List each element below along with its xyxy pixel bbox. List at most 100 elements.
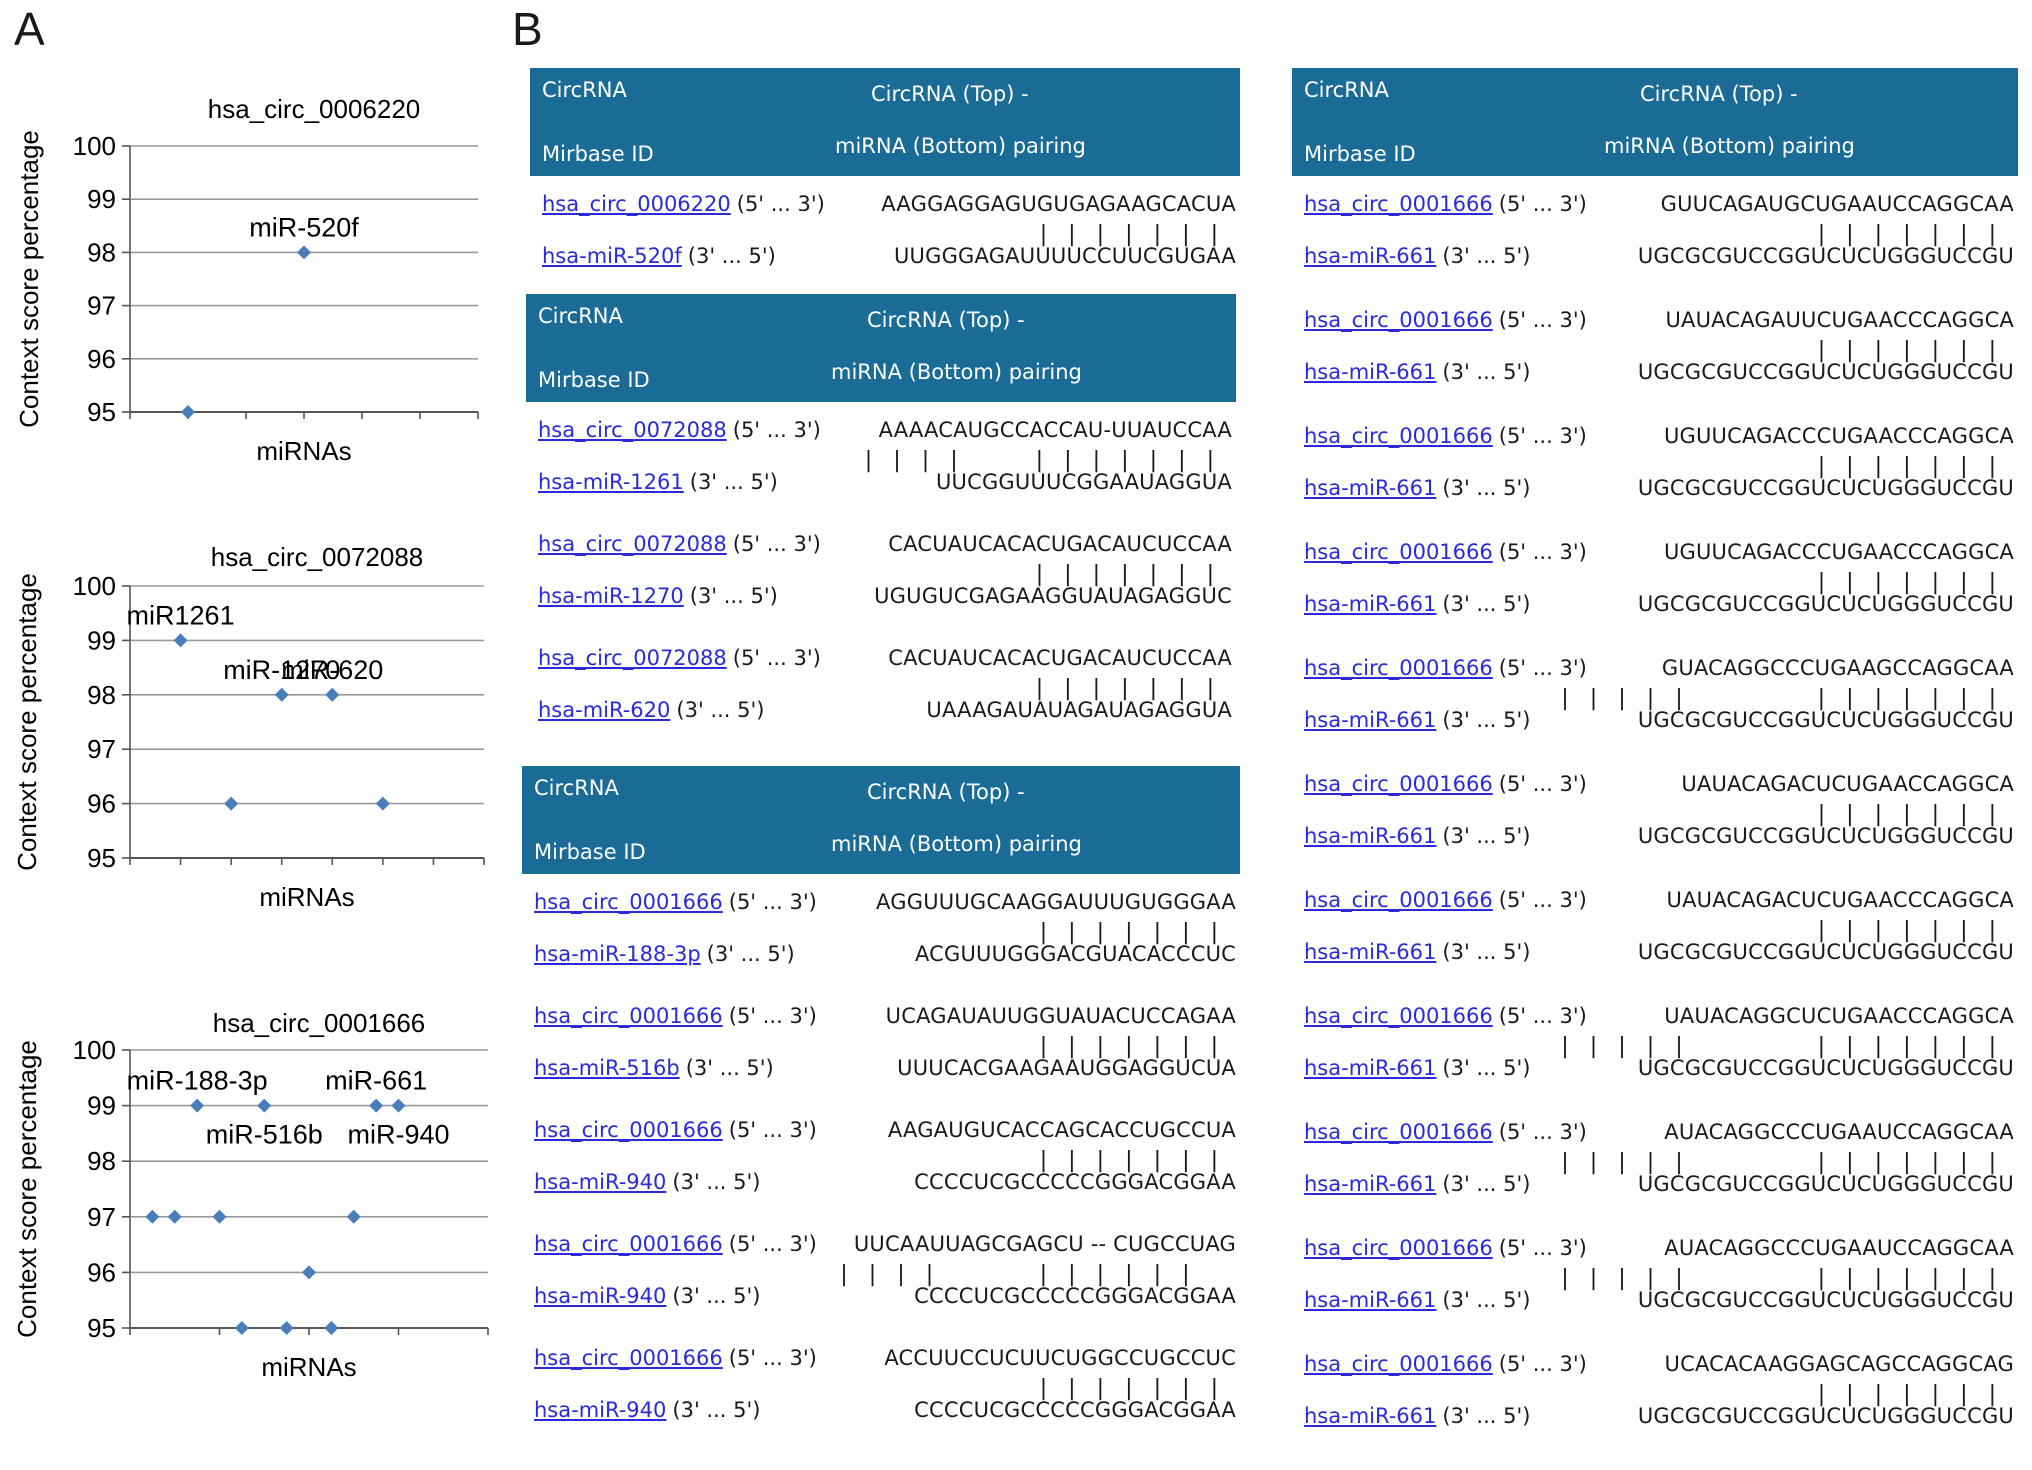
circrna-sequence: UUCAAUUAGCGAGCU -- CUGCCUAG	[853, 1232, 1236, 1256]
circrna-link-text: hsa_circ_0001666	[1304, 424, 1493, 448]
circrna-sequence: UAUACAGACUCUGAACCCAGGCA	[1666, 888, 2014, 912]
y-tick-label: 96	[87, 1257, 116, 1287]
mirna-link[interactable]: hsa-miR-940 (3' ... 5')	[534, 1398, 760, 1422]
circrna-link[interactable]: hsa_circ_0001666 (5' ... 3')	[1304, 656, 1587, 680]
header-pairing-top: CircRNA (Top) -	[867, 780, 1025, 804]
pair-row-mirna: hsa-miR-661 (3' ... 5') UGCGCGUCCGGUCUCUGG…	[1292, 238, 2018, 290]
mirna-sequence: ACGUUUGGGACGUACACCCUC	[914, 942, 1236, 966]
direction-label: (5' ... 3')	[1498, 888, 1587, 912]
circrna-sequence: AUACAGGCCCUGAAUCCAGGCAA	[1664, 1120, 2014, 1144]
mirna-link[interactable]: hsa-miR-661 (3' ... 5')	[1304, 940, 1530, 964]
header-mirbase-id: Mirbase ID	[538, 368, 650, 392]
pair-row-mirna: hsa-miR-661 (3' ... 5') UGCGCGUCCGGUCUCUGG…	[1292, 586, 2018, 638]
y-axis-label: Context score percentage	[12, 1040, 42, 1338]
circrna-link[interactable]: hsa_circ_0001666 (5' ... 3')	[1304, 1120, 1587, 1144]
circrna-link[interactable]: hsa_circ_0001666 (5' ... 3')	[1304, 772, 1587, 796]
pair-row-mirna: hsa-miR-940 (3' ... 5') CCCCUCGCCCCCGGGACG…	[522, 1392, 1240, 1444]
point-annotation: miR-516b	[206, 1120, 323, 1150]
pairing-bars: | | | | | | |	[1814, 454, 2000, 479]
chart-1: 95 96 97 98 99 100 hsa_circ_0006220 miRNAs Conte…	[14, 94, 479, 466]
point-annotation: miR-1270	[223, 655, 340, 685]
mirna-link[interactable]: hsa-miR-661 (3' ... 5')	[1304, 1288, 1530, 1312]
mirna-sequence: UUGGGAGAUUUUCCUUCGUGAA	[893, 244, 1236, 268]
mirna-link[interactable]: hsa-miR-520f (3' ... 5')	[542, 244, 776, 268]
data-point	[369, 1098, 384, 1113]
chart-title: hsa_circ_0072088	[211, 542, 424, 572]
circrna-link-text: hsa_circ_0001666	[1304, 1236, 1493, 1260]
mirna-link[interactable]: hsa-miR-661 (3' ... 5')	[1304, 592, 1530, 616]
mirna-link[interactable]: hsa-miR-661 (3' ... 5')	[1304, 360, 1530, 384]
circrna-link[interactable]: hsa_circ_0001666 (5' ... 3')	[1304, 888, 1587, 912]
circrna-link[interactable]: hsa_circ_0001666 (5' ... 3')	[1304, 192, 1587, 216]
pair-row-circrna: hsa_circ_0001666 (5' ... 3') AUACAGGCCCUGA…	[1292, 1114, 2018, 1175]
circrna-link[interactable]: hsa_circ_0006220 (5' ... 3')	[542, 192, 825, 216]
header-mirbase-id: Mirbase ID	[542, 142, 654, 166]
mirna-link[interactable]: hsa-miR-940 (3' ... 5')	[534, 1170, 760, 1194]
mirna-link-text: hsa-miR-661	[1304, 360, 1437, 384]
circrna-link[interactable]: hsa_circ_0001666 (5' ... 3')	[534, 1232, 817, 1256]
circrna-link[interactable]: hsa_circ_0001666 (5' ... 3')	[1304, 1004, 1587, 1028]
circrna-link[interactable]: hsa_circ_0001666 (5' ... 3')	[534, 890, 817, 914]
mirna-link[interactable]: hsa-miR-661 (3' ... 5')	[1304, 1404, 1530, 1428]
mirna-link[interactable]: hsa-miR-1261 (3' ... 5')	[538, 470, 778, 494]
circrna-sequence: UCACACAAGGAGCAGCCAGGCAG	[1664, 1352, 2014, 1376]
pairing-bars: | | | | | | |	[1036, 1376, 1222, 1401]
direction-label: (5' ... 3')	[1498, 656, 1587, 680]
circrna-link[interactable]: hsa_circ_0001666 (5' ... 3')	[534, 1346, 817, 1370]
pair-row-mirna: hsa-miR-661 (3' ... 5') UGCGCGUCCGGUCUCUGG…	[1292, 1050, 2018, 1102]
circrna-link-text: hsa_circ_0001666	[1304, 192, 1493, 216]
mirna-link-text: hsa-miR-520f	[542, 244, 682, 268]
mirna-link[interactable]: hsa-miR-940 (3' ... 5')	[534, 1284, 760, 1308]
mirna-link[interactable]: hsa-miR-661 (3' ... 5')	[1304, 476, 1530, 500]
circrna-link-text: hsa_circ_0001666	[1304, 772, 1493, 796]
header-pairing-top: CircRNA (Top) -	[1640, 82, 1798, 106]
mirna-link-text: hsa-miR-661	[1304, 1288, 1437, 1312]
direction-label: (5' ... 3')	[728, 1232, 817, 1256]
pair-row-circrna: hsa_circ_0001666 (5' ... 3') UAUACAGACUCUG…	[1292, 882, 2018, 943]
mirna-sequence: UGCGCGUCCGGUCUCUGGGUCCGU	[1637, 824, 2014, 848]
header-pairing-bottom: miRNA (Bottom) pairing	[831, 360, 1082, 384]
y-tick-label: 98	[87, 237, 116, 267]
pairing-bars: | | | | | | |	[1036, 920, 1222, 945]
circrna-link[interactable]: hsa_circ_0072088 (5' ... 3')	[538, 532, 821, 556]
mirna-link[interactable]: hsa-miR-661 (3' ... 5')	[1304, 244, 1530, 268]
data-point	[190, 1098, 205, 1113]
circrna-link[interactable]: hsa_circ_0001666 (5' ... 3')	[534, 1118, 817, 1142]
circrna-link[interactable]: hsa_circ_0072088 (5' ... 3')	[538, 646, 821, 670]
pairing-bars: | | | | | | |	[1814, 570, 2000, 595]
mirna-link[interactable]: hsa-miR-661 (3' ... 5')	[1304, 708, 1530, 732]
circrna-link-text: hsa_circ_0001666	[534, 1004, 723, 1028]
pair-row-circrna: hsa_circ_0001666 (5' ... 3') UGUUCAGACCCUG…	[1292, 418, 2018, 479]
mirna-link[interactable]: hsa-miR-188-3p (3' ... 5')	[534, 942, 795, 966]
y-tick-label: 97	[87, 734, 116, 764]
circrna-link[interactable]: hsa_circ_0001666 (5' ... 3')	[1304, 1352, 1587, 1376]
mirna-link-text: hsa-miR-1261	[538, 470, 684, 494]
mirna-link[interactable]: hsa-miR-620 (3' ... 5')	[538, 698, 764, 722]
data-point	[302, 1265, 316, 1280]
pair-row-mirna: hsa-miR-516b (3' ... 5') UUUCACGAAGAAUGGAG…	[522, 1050, 1240, 1102]
direction-label: (5' ... 3')	[736, 192, 825, 216]
mirna-link[interactable]: hsa-miR-661 (3' ... 5')	[1304, 1172, 1530, 1196]
mirna-link[interactable]: hsa-miR-661 (3' ... 5')	[1304, 1056, 1530, 1080]
pairing-bars: | | | | | | |	[1814, 918, 2000, 943]
circrna-link-text: hsa_circ_0001666	[534, 1346, 723, 1370]
mirna-link[interactable]: hsa-miR-516b (3' ... 5')	[534, 1056, 774, 1080]
circrna-link-text: hsa_circ_0072088	[538, 646, 727, 670]
direction-label: (5' ... 3')	[732, 418, 821, 442]
header-pairing-top: CircRNA (Top) -	[867, 308, 1025, 332]
pair-row-mirna: hsa-miR-188-3p (3' ... 5') ACGUUUGGGACGUAC…	[522, 936, 1240, 988]
circrna-link[interactable]: hsa_circ_0001666 (5' ... 3')	[1304, 424, 1587, 448]
circrna-link[interactable]: hsa_circ_0001666 (5' ... 3')	[1304, 1236, 1587, 1260]
circrna-link[interactable]: hsa_circ_0001666 (5' ... 3')	[534, 1004, 817, 1028]
pairing-bars: | | | | | | |	[1036, 1148, 1222, 1173]
circrna-link[interactable]: hsa_circ_0072088 (5' ... 3')	[538, 418, 821, 442]
mirna-link[interactable]: hsa-miR-1270 (3' ... 5')	[538, 584, 778, 608]
chart-title: hsa_circ_0006220	[208, 94, 421, 124]
mirna-link[interactable]: hsa-miR-661 (3' ... 5')	[1304, 824, 1530, 848]
circrna-link[interactable]: hsa_circ_0001666 (5' ... 3')	[1304, 540, 1587, 564]
pairing-bars: | | | | | | |	[1814, 338, 2000, 363]
circrna-sequence: AUACAGGCCCUGAAUCCAGGCAA	[1664, 1236, 2014, 1260]
circrna-link-text: hsa_circ_0001666	[534, 890, 723, 914]
circrna-link[interactable]: hsa_circ_0001666 (5' ... 3')	[1304, 308, 1587, 332]
direction-label: (3' ... 5')	[1442, 360, 1531, 384]
